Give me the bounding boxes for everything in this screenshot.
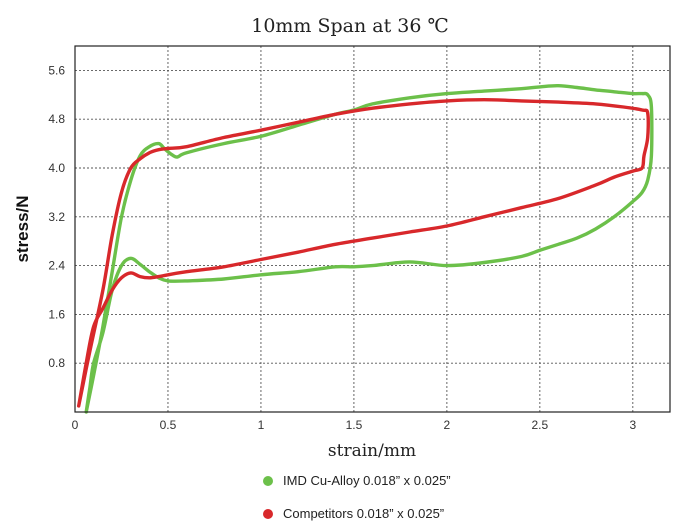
y-tick-label: 5.6 [48,63,65,77]
legend-marker [263,476,273,486]
y-tick-label: 4.0 [48,161,65,175]
legend-marker [263,509,273,519]
x-tick-label: 2 [444,418,451,432]
legend-label: IMD Cu-Alloy 0.018” x 0.025” [283,473,451,488]
legend: IMD Cu-Alloy 0.018” x 0.025” Competitors … [263,473,451,521]
x-tick-label: 1.5 [346,418,363,432]
chart-title: 10mm Span at 36 ℃ [251,15,449,37]
series-lines [77,83,654,414]
x-tick-label: 0 [72,418,79,432]
legend-label: Competitors 0.018” x 0.025” [283,506,444,521]
x-tick-label: 0.5 [160,418,177,432]
y-tick-label: 4.8 [48,112,65,126]
plot-frame [74,45,671,413]
y-tick-label: 3.2 [48,210,65,224]
y-tick-label: 0.8 [48,356,65,370]
x-tick-label: 2.5 [532,418,549,432]
x-tick-label: 1 [258,418,265,432]
y-tick-label: 2.4 [48,259,65,273]
x-axis-label: strain/mm [328,441,416,461]
series-line-competitors [77,98,650,408]
series-line-imd-cu-alloy [84,83,654,414]
x-tick-label: 3 [629,418,636,432]
axis-ticks: 0 0.5 1 1.5 2 2.5 3 0.8 1.6 2.4 3.2 4.0 4.8 5.6 [48,63,636,432]
grid [75,46,670,412]
y-tick-label: 1.6 [48,307,65,321]
y-axis-label: stress/N [13,195,32,262]
